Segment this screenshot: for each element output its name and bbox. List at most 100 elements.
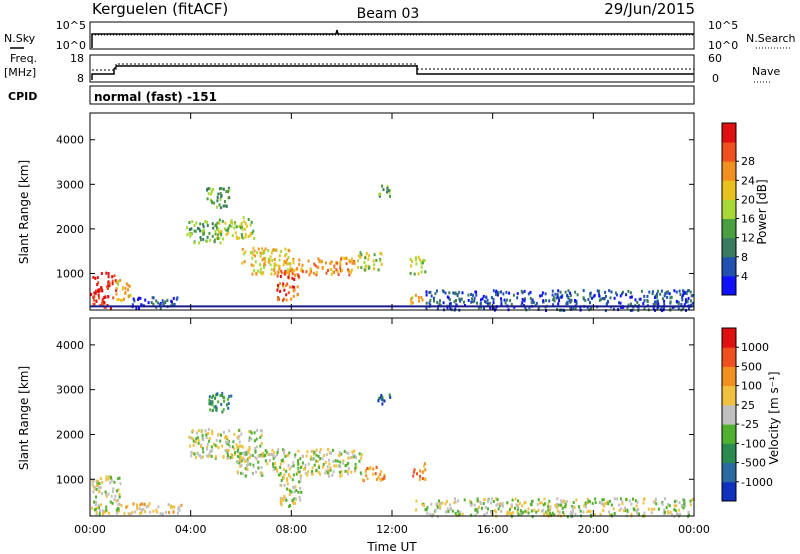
velocity-scatter-cell (285, 498, 288, 502)
velocity-scatter-cell (276, 451, 279, 454)
power-colorbar-tick-label: 12 (741, 232, 755, 245)
power-scatter-cell (105, 271, 108, 275)
power-scatter-cell (332, 270, 335, 274)
velocity-scatter-cell (248, 446, 251, 450)
velocity-scatter-cell (222, 455, 225, 458)
power-scatter-cell (147, 301, 150, 305)
power-scatter-cell (186, 233, 189, 237)
velocity-scatter-cell (661, 502, 664, 506)
velocity-scatter-cell (587, 499, 590, 503)
velocity-scatter-cell (156, 510, 159, 514)
velocity-scatter-cell (517, 499, 519, 503)
noise-panel-frame (89, 21, 695, 50)
power-scatter-cell (251, 272, 254, 276)
velocity-scatter-cell (379, 473, 382, 477)
velocity-scatter-cell (556, 509, 559, 513)
power-scatter-cell (325, 261, 327, 265)
velocity-scatter-cell (214, 443, 217, 447)
power-scatter-cell (532, 300, 535, 304)
station-title: Kerguelen (fitACF) (92, 0, 228, 18)
power-scatter-cell (273, 266, 276, 270)
velocity-scatter-cell (263, 454, 266, 458)
velocity-scatter-cell (238, 440, 241, 444)
velocity-scatter-cell (298, 480, 300, 484)
power-scatter-cell (446, 306, 449, 310)
velocity-scatter-cell (332, 470, 335, 474)
velocity-scatter-cell (506, 501, 509, 505)
power-scatter-cell (363, 261, 366, 264)
power-scatter-cell (574, 299, 576, 302)
power-scatter-cell (608, 289, 611, 293)
velocity-scatter-cell (240, 459, 243, 463)
power-scatter-cell (455, 303, 458, 307)
velocity-scatter-cell (439, 505, 442, 509)
velocity-scatter-cell (304, 471, 307, 475)
velocity-scatter-cell (545, 510, 548, 514)
velocity-scatter-cell (252, 463, 255, 467)
power-scatter-cell (207, 192, 210, 196)
power-scatter-cell (458, 290, 461, 294)
velocity-scatter-cell (608, 499, 611, 503)
power-scatter-cell (216, 237, 219, 241)
velocity-scatter-cell (569, 513, 572, 517)
power-scatter-cell (159, 306, 162, 310)
power-scatter-cell (682, 293, 685, 297)
velocity-scatter-cell (165, 510, 167, 514)
power-scatter-cell (101, 299, 104, 303)
power-scatter-cell (655, 302, 658, 306)
power-scatter-cell (446, 295, 449, 299)
velocity-scatter-cell (344, 469, 347, 473)
velocity-scatter-cell (255, 445, 258, 449)
power-scatter-cell (363, 268, 366, 272)
power-scatter-cell (296, 266, 299, 270)
velocity-scatter-cell (246, 467, 249, 471)
velocity-scatter-cell (339, 465, 342, 469)
power-scatter-cell (495, 293, 497, 297)
power-scatter-cell (584, 298, 587, 302)
power-scatter-cell (425, 290, 428, 294)
power-scatter-cell (456, 294, 459, 297)
power-scatter-cell (330, 260, 333, 264)
power-scatter-cell (471, 300, 474, 304)
velocity-scatter-cell (556, 503, 559, 506)
velocity-scatter-cell (374, 472, 377, 476)
power-scatter-cell (364, 256, 367, 260)
velocity-scatter-cell (260, 433, 263, 437)
power-scatter-cell (415, 262, 418, 266)
power-scatter-cell (213, 240, 216, 244)
velocity-scatter-cell (510, 503, 513, 507)
power-scatter-cell (202, 225, 205, 229)
power-scatter-cell (193, 224, 196, 227)
velocity-scatter-cell (653, 507, 656, 511)
power-scatter-cell (298, 276, 301, 280)
power-scatter-cell (315, 273, 318, 277)
power-scatter-cell (94, 291, 97, 295)
power-scatter-cell (115, 280, 118, 284)
power-scatter-cell (411, 296, 414, 300)
power-scatter-cell (454, 292, 457, 296)
power-scatter-cell (556, 293, 559, 297)
power-scatter-cell (150, 301, 153, 304)
power-scatter-cell (115, 292, 118, 296)
velocity-scatter-cell (284, 454, 287, 458)
velocity-scatter-cell (331, 473, 334, 477)
velocity-scatter-cell (269, 453, 271, 457)
power-scatter-cell (104, 295, 107, 299)
velocity-scatter-cell (516, 503, 519, 507)
power-scatter-cell (552, 303, 555, 307)
velocity-scatter-cell (313, 452, 316, 456)
velocity-scatter-cell (176, 511, 179, 515)
velocity-scatter-cell (618, 508, 621, 512)
power-scatter-cell (217, 192, 220, 196)
velocity-scatter-cell (342, 461, 344, 465)
velocity-ytick-label: 1000 (56, 473, 84, 486)
power-scatter-cell (244, 232, 247, 236)
velocity-scatter-cell (315, 459, 318, 463)
power-colorbar-frame (721, 122, 737, 296)
velocity-scatter-cell (565, 499, 568, 503)
velocity-scatter-cell (279, 462, 282, 466)
velocity-scatter-cell (613, 512, 616, 515)
power-scatter-cell (267, 260, 270, 264)
velocity-scatter-cell (94, 503, 97, 506)
